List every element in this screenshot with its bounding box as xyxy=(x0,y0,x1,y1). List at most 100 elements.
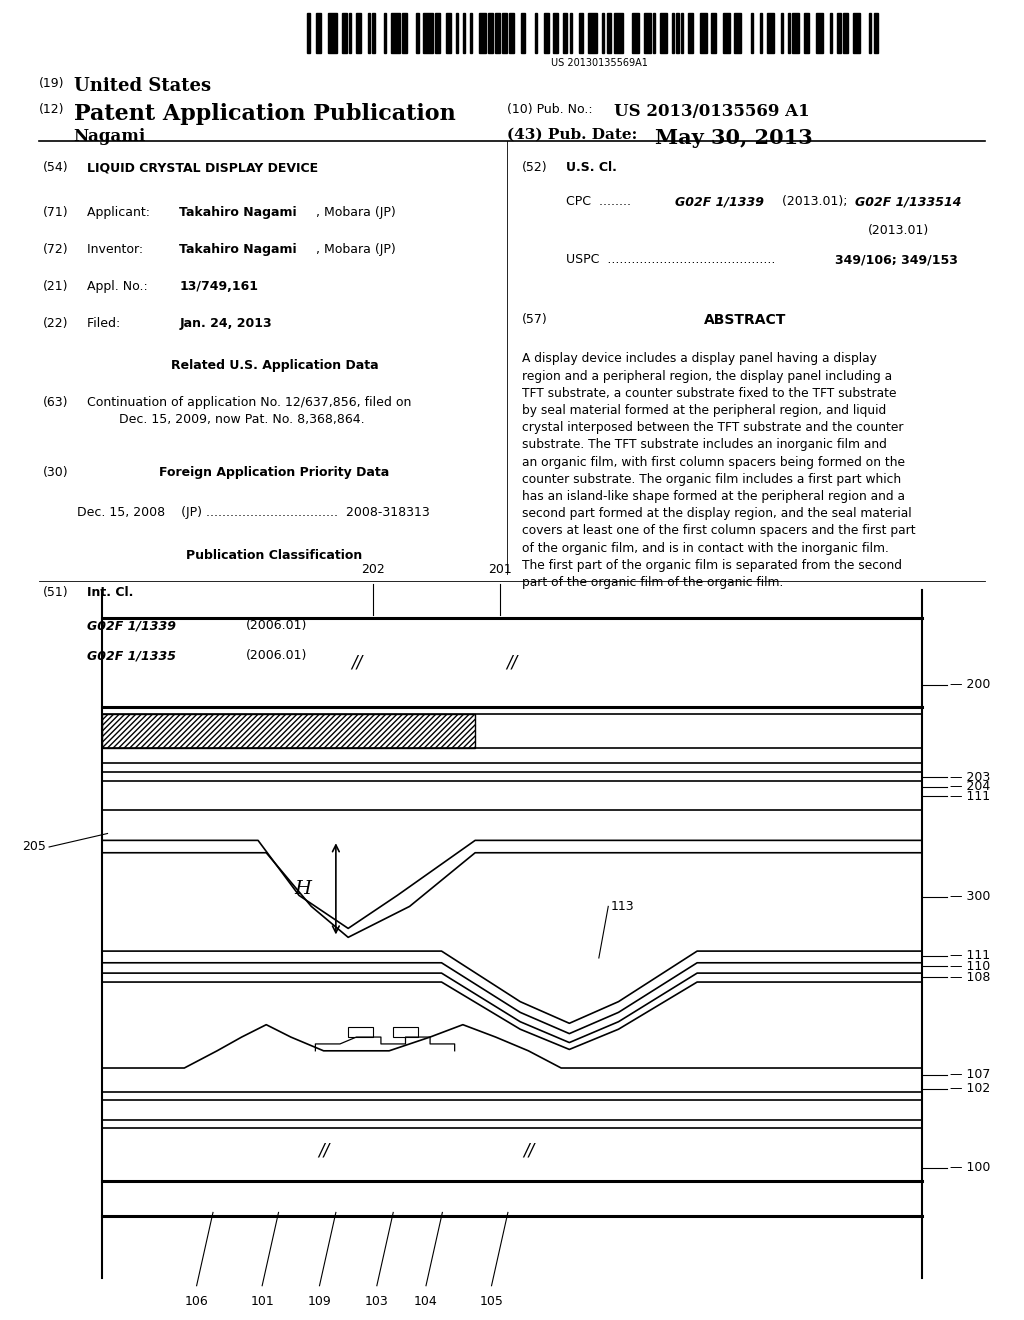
Bar xyxy=(391,13,400,53)
Bar xyxy=(488,13,493,53)
Text: (30): (30) xyxy=(43,466,69,479)
Bar xyxy=(372,13,375,53)
Text: — 100: — 100 xyxy=(950,1162,990,1175)
Bar xyxy=(496,13,500,53)
Text: Applicant:: Applicant: xyxy=(87,206,158,219)
Text: G02F 1/1339: G02F 1/1339 xyxy=(87,619,176,632)
Bar xyxy=(342,13,347,53)
Bar xyxy=(423,13,432,53)
Text: — 203: — 203 xyxy=(950,771,990,784)
Bar xyxy=(456,13,458,53)
Text: Jan. 24, 2013: Jan. 24, 2013 xyxy=(179,317,271,330)
Bar xyxy=(873,13,879,53)
Bar xyxy=(699,13,707,53)
Text: (2006.01): (2006.01) xyxy=(246,649,307,663)
Bar xyxy=(384,13,386,53)
Bar xyxy=(348,1027,373,1038)
Bar xyxy=(544,13,549,53)
Text: US 2013/0135569 A1: US 2013/0135569 A1 xyxy=(614,103,810,120)
Text: (12): (12) xyxy=(39,103,65,116)
Bar xyxy=(787,13,791,53)
Text: (2006.01): (2006.01) xyxy=(246,619,307,632)
Text: (54): (54) xyxy=(43,161,69,174)
Bar xyxy=(307,13,309,53)
Text: LIQUID CRYSTAL DISPLAY DEVICE: LIQUID CRYSTAL DISPLAY DEVICE xyxy=(87,161,318,174)
Bar xyxy=(579,13,584,53)
Text: (22): (22) xyxy=(43,317,69,330)
Bar xyxy=(569,13,571,53)
Text: 201: 201 xyxy=(487,564,512,577)
Text: ABSTRACT: ABSTRACT xyxy=(705,313,786,327)
Text: Nagami: Nagami xyxy=(74,128,146,145)
Bar xyxy=(653,13,655,53)
Text: Inventor:: Inventor: xyxy=(87,243,159,256)
Text: (43) Pub. Date:: (43) Pub. Date: xyxy=(507,128,637,143)
Text: G02F 1/133514: G02F 1/133514 xyxy=(855,195,962,209)
Bar xyxy=(502,13,507,53)
Text: H: H xyxy=(295,880,311,898)
Bar xyxy=(632,13,639,53)
Bar xyxy=(606,13,611,53)
Bar xyxy=(602,13,604,53)
Bar xyxy=(417,13,419,53)
Text: //: // xyxy=(523,1142,534,1159)
Text: 105: 105 xyxy=(479,1295,504,1308)
Text: , Mobara (JP): , Mobara (JP) xyxy=(316,206,396,219)
Text: — 300: — 300 xyxy=(950,890,990,903)
Text: 103: 103 xyxy=(365,1295,389,1308)
Text: — 110: — 110 xyxy=(950,960,990,973)
Bar xyxy=(435,13,439,53)
Bar xyxy=(535,13,537,53)
Text: 104: 104 xyxy=(414,1295,438,1308)
Bar xyxy=(767,13,774,53)
Bar xyxy=(676,13,679,53)
Text: (72): (72) xyxy=(43,243,69,256)
Bar xyxy=(751,13,753,53)
Text: (57): (57) xyxy=(522,313,548,326)
Bar xyxy=(356,13,360,53)
Bar xyxy=(869,13,871,53)
Text: Patent Application Publication: Patent Application Publication xyxy=(74,103,456,125)
Bar xyxy=(509,13,514,53)
Bar xyxy=(553,13,558,53)
Text: Filed:: Filed: xyxy=(87,317,161,330)
Bar xyxy=(613,13,623,53)
Text: (51): (51) xyxy=(43,586,69,599)
Bar xyxy=(781,13,783,53)
Bar xyxy=(804,13,809,53)
Bar xyxy=(844,13,848,53)
Bar xyxy=(734,13,741,53)
Text: (71): (71) xyxy=(43,206,69,219)
Bar xyxy=(853,13,860,53)
Text: — 204: — 204 xyxy=(950,780,990,793)
Text: Int. Cl.: Int. Cl. xyxy=(87,586,133,599)
Text: (19): (19) xyxy=(39,77,65,90)
Text: //: // xyxy=(318,1142,329,1159)
Text: — 200: — 200 xyxy=(950,678,990,692)
Bar xyxy=(660,13,667,53)
Text: G02F 1/1335: G02F 1/1335 xyxy=(87,649,176,663)
Bar xyxy=(672,13,674,53)
Bar xyxy=(837,13,841,53)
Text: Dec. 15, 2008    (JP) .................................  2008-318313: Dec. 15, 2008 (JP) .....................… xyxy=(77,506,429,519)
Text: — 111: — 111 xyxy=(950,789,990,803)
Bar xyxy=(588,13,597,53)
Text: Related U.S. Application Data: Related U.S. Application Data xyxy=(171,359,378,372)
Text: //: // xyxy=(351,653,361,672)
Bar xyxy=(760,13,762,53)
Text: , Mobara (JP): , Mobara (JP) xyxy=(316,243,396,256)
Bar xyxy=(562,13,567,53)
Text: Publication Classification: Publication Classification xyxy=(186,549,362,562)
Text: (21): (21) xyxy=(43,280,69,293)
Text: A display device includes a display panel having a display
region and a peripher: A display device includes a display pane… xyxy=(522,352,915,589)
Bar xyxy=(816,13,822,53)
Text: 349/106; 349/153: 349/106; 349/153 xyxy=(835,253,957,267)
Text: United States: United States xyxy=(74,77,211,95)
Bar xyxy=(368,13,370,53)
Text: Takahiro Nagami: Takahiro Nagami xyxy=(179,243,297,256)
Bar xyxy=(521,13,525,53)
Bar xyxy=(470,13,472,53)
Text: Foreign Application Priority Data: Foreign Application Priority Data xyxy=(160,466,389,479)
Bar xyxy=(644,13,651,53)
Text: (10) Pub. No.:: (10) Pub. No.: xyxy=(507,103,593,116)
